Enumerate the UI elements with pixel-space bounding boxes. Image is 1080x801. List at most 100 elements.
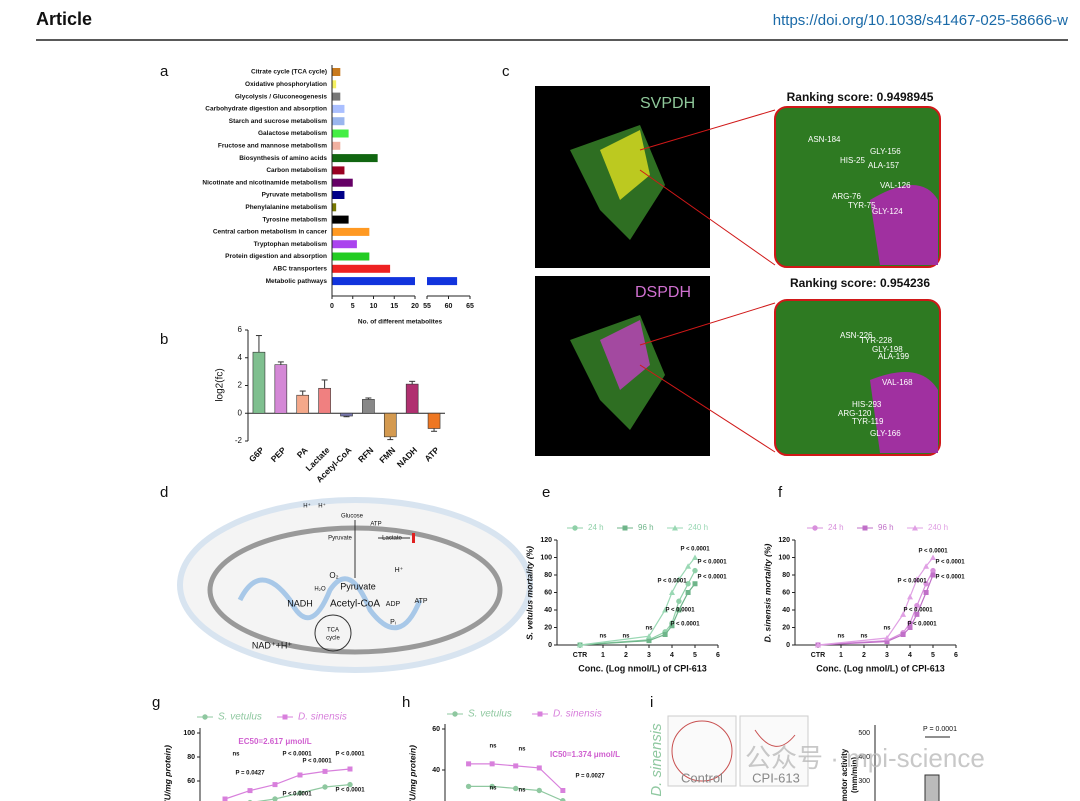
diagram-label: H⁺: [303, 503, 311, 510]
panel-label: f: [778, 484, 783, 501]
annotation: P < 0.0001: [657, 579, 687, 585]
legend-label: D. sinensis: [553, 709, 602, 720]
category-label: Carbon metabolism: [266, 167, 327, 174]
x-tick-label: 10: [370, 303, 378, 310]
annotation: P < 0.0001: [335, 752, 365, 758]
panel-label: b: [160, 331, 168, 348]
y-axis-label: es (U/mg protein): [407, 745, 417, 801]
legend-marker: [622, 525, 628, 531]
bar: [332, 178, 353, 187]
data-point: [646, 638, 652, 644]
bar: [332, 154, 378, 163]
panel-label: e: [542, 484, 550, 501]
data-point: [560, 798, 566, 801]
diagram-label: Lactate: [382, 536, 402, 542]
panel-label: a: [160, 63, 169, 80]
y-tick-label: 40: [544, 607, 552, 614]
bar: [332, 68, 341, 76]
diagram-label: cycle: [326, 636, 340, 642]
bar: [405, 383, 419, 414]
y-tick-label: 0: [786, 642, 790, 649]
y-tick-label: 120: [778, 537, 790, 544]
legend-marker: [202, 714, 208, 720]
data-point: [815, 642, 821, 648]
y-tick-label: 2: [238, 381, 243, 390]
residue-label: HIS-25: [840, 156, 865, 165]
diagram-label: H₂O: [314, 587, 326, 593]
bar: [296, 394, 310, 414]
bar: [332, 104, 345, 113]
y-tick-label: 60: [187, 778, 195, 785]
annotation: P < 0.0001: [282, 752, 312, 758]
bar: [318, 387, 331, 414]
data-point: [685, 581, 691, 587]
annotation: P < 0.0001: [282, 792, 312, 798]
data-point: [900, 611, 907, 617]
y-axis-label: D. sinensis mortality (%): [762, 543, 772, 642]
annotation: ns: [599, 634, 607, 640]
series-line: [817, 557, 934, 646]
residue-label: ALA-199: [878, 352, 910, 361]
data-point: [930, 572, 936, 578]
data-point: [489, 761, 495, 767]
category-label: Phenylalanine metabolism: [245, 204, 327, 211]
bar: [332, 215, 349, 224]
x-tick-label: NADH: [395, 445, 419, 469]
category-label: Central carbon metabolism in cancer: [213, 229, 328, 236]
track-image: [667, 715, 737, 787]
y-tick-label: 4: [238, 353, 243, 362]
residue-label: ASN-226: [840, 331, 873, 340]
bar: [332, 227, 370, 236]
data-point: [907, 625, 913, 630]
bar: [332, 203, 337, 212]
x-tick-label: 4: [908, 652, 912, 659]
data-point: [913, 576, 920, 582]
annotation: ns: [489, 744, 497, 750]
bar: [332, 252, 370, 261]
data-point: [322, 784, 328, 790]
legend-marker: [452, 711, 458, 717]
data-point: [560, 788, 566, 793]
residue-label: GLY-156: [870, 147, 901, 156]
data-point: [884, 635, 890, 641]
data-point: [347, 766, 353, 772]
legend-label: 96 h: [878, 523, 894, 532]
panel-label: d: [160, 484, 168, 501]
x-tick-label: PA: [295, 445, 310, 460]
diagram-label: ATP: [414, 598, 427, 605]
data-point: [322, 768, 328, 774]
x-axis-label: No. of different metabolites: [358, 319, 443, 326]
y-tick-label: 0: [548, 642, 552, 649]
image-label: CPI-613: [752, 770, 800, 785]
y-tick-label: 80: [544, 572, 552, 579]
diagram-label: O₂: [329, 571, 338, 580]
bar: [252, 351, 266, 414]
category-label: Starch and sucrose metabolism: [229, 118, 327, 125]
x-tick-label: 2: [862, 652, 866, 659]
x-tick-label: 65: [466, 303, 474, 310]
x-tick-label: 5: [693, 652, 697, 659]
annotation: ns: [518, 788, 526, 794]
diagram-label: Glucose: [341, 514, 364, 520]
annotation: P < 0.0001: [907, 622, 937, 628]
x-tick-label: 3: [885, 652, 889, 659]
data-point: [914, 602, 920, 609]
bar: [427, 277, 458, 286]
legend-marker: [862, 525, 868, 531]
bar: [340, 412, 353, 417]
bar: [332, 80, 337, 89]
x-tick-label: ATP: [422, 445, 441, 464]
doi-link[interactable]: https://doi.org/10.1038/s41467-025-58666…: [773, 12, 1068, 29]
x-axis-label: Conc. (Log nmol/L) of CPI-613: [816, 663, 945, 673]
cristae: [237, 576, 423, 631]
annotation: EC50=2.617 μmol/L: [238, 737, 311, 746]
bar: [332, 141, 341, 150]
y-tick-label: -2: [235, 436, 243, 445]
p-value: P = 0.0001: [923, 726, 957, 733]
bar: [332, 264, 391, 273]
annotation: P = 0.0427: [235, 771, 265, 777]
category-label: ABC transporters: [273, 266, 328, 273]
annotation: ns: [489, 786, 497, 792]
x-tick-label: G6P: [247, 445, 266, 464]
category-label: Galactose metabolism: [258, 130, 327, 137]
